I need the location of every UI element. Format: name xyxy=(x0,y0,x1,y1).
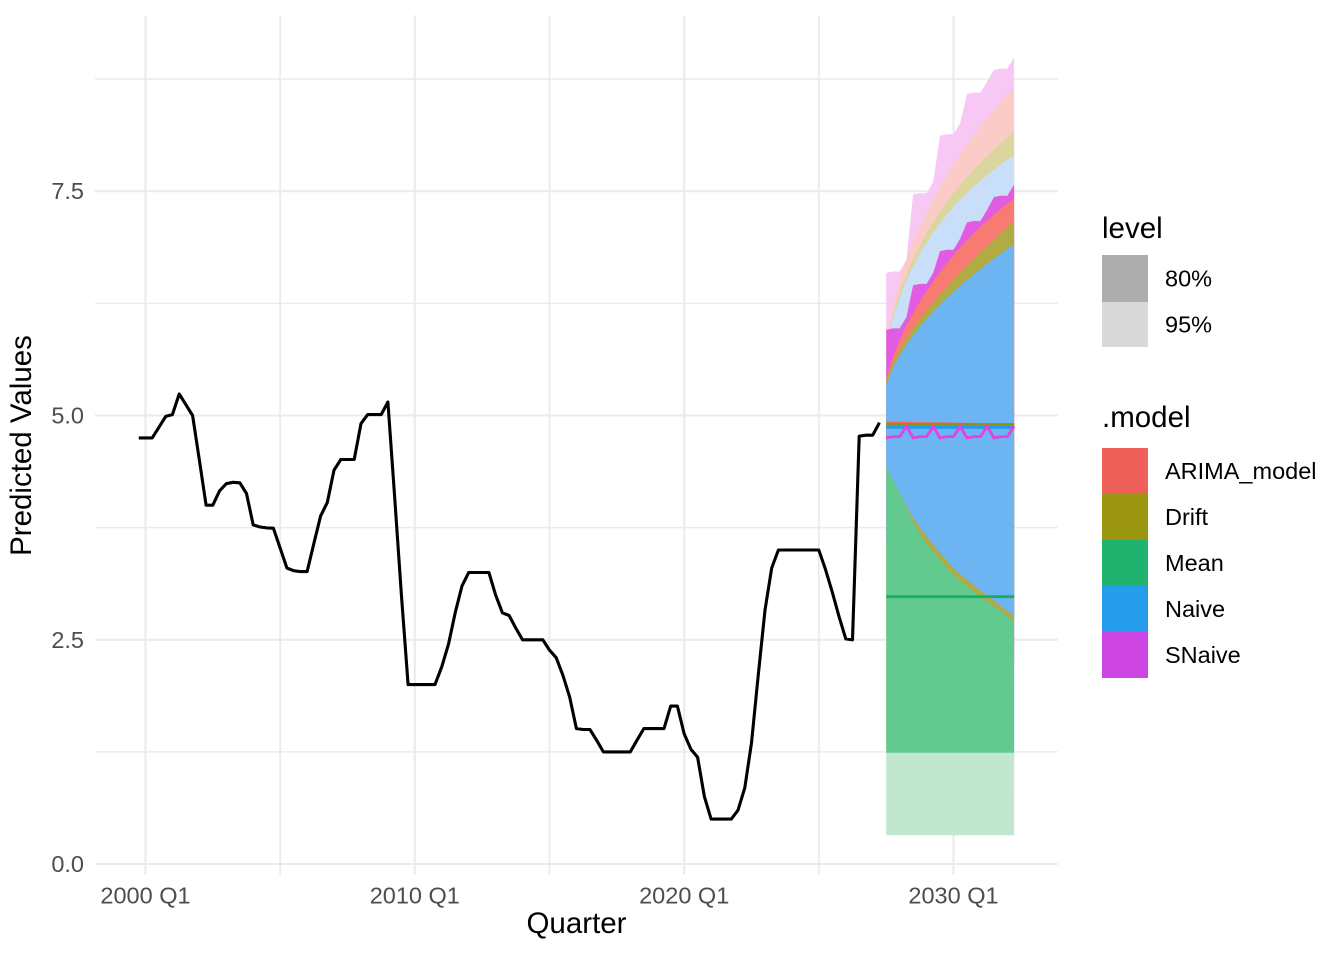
svg-text:80%: 80% xyxy=(1165,266,1212,292)
svg-text:Naive: Naive xyxy=(1165,596,1225,622)
svg-text:.model: .model xyxy=(1102,401,1191,434)
svg-text:Drift: Drift xyxy=(1165,504,1209,530)
svg-text:2030 Q1: 2030 Q1 xyxy=(908,883,998,909)
svg-text:0.0: 0.0 xyxy=(51,851,84,877)
svg-text:2010 Q1: 2010 Q1 xyxy=(370,883,460,909)
svg-text:level: level xyxy=(1102,212,1163,245)
svg-text:5.0: 5.0 xyxy=(51,403,84,429)
svg-text:2020 Q1: 2020 Q1 xyxy=(639,883,729,909)
svg-text:2000 Q1: 2000 Q1 xyxy=(100,883,190,909)
svg-text:SNaive: SNaive xyxy=(1165,642,1241,668)
svg-text:Quarter: Quarter xyxy=(526,907,626,940)
svg-text:Mean: Mean xyxy=(1165,550,1224,576)
svg-text:95%: 95% xyxy=(1165,312,1212,338)
svg-text:7.5: 7.5 xyxy=(51,178,84,204)
svg-text:2.5: 2.5 xyxy=(51,627,84,653)
svg-text:ARIMA_model: ARIMA_model xyxy=(1165,458,1317,484)
svg-text:Predicted Values: Predicted Values xyxy=(5,335,38,556)
